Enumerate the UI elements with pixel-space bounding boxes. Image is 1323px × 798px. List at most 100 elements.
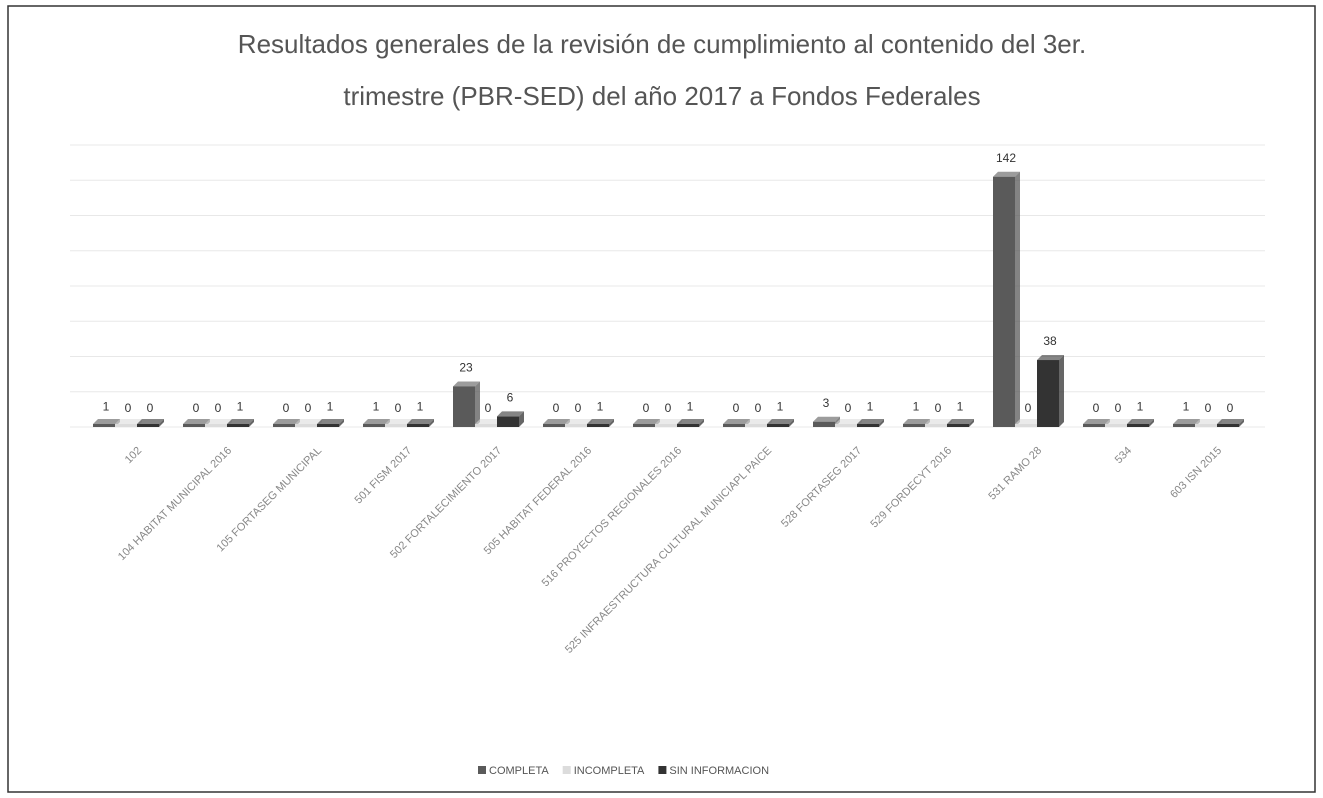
bar-top: [1015, 419, 1042, 424]
bar: [407, 419, 434, 427]
data-label: 142: [996, 151, 1016, 165]
bar-top: [273, 419, 300, 424]
bar: [1217, 419, 1244, 427]
bar-front: [813, 421, 835, 427]
bar-top: [587, 419, 614, 424]
bar-top: [835, 419, 862, 424]
bar-top: [993, 171, 1020, 177]
bar-side: [879, 419, 884, 427]
data-label: 1: [687, 399, 694, 413]
bar-top: [1173, 419, 1200, 424]
bar-top: [115, 419, 142, 424]
bar-front: [1173, 424, 1195, 427]
data-label: 0: [305, 401, 312, 415]
legend-swatch: [478, 766, 486, 774]
bar: [587, 419, 614, 427]
bar-top: [565, 419, 592, 424]
data-label: 0: [1115, 401, 1122, 415]
bar-front: [93, 424, 115, 427]
bar-side: [1149, 419, 1154, 427]
bar: [857, 419, 884, 427]
bar-side: [969, 419, 974, 427]
bar-front: [227, 424, 249, 427]
bar-front: [633, 424, 655, 427]
bar-top: [745, 419, 772, 424]
data-label: 0: [1205, 401, 1212, 415]
data-label: 23: [459, 361, 473, 375]
data-label: 1: [237, 399, 244, 413]
bar-side: [475, 381, 480, 427]
bar-top: [925, 419, 952, 424]
bar-front: [677, 424, 699, 427]
bar-front: [925, 424, 947, 427]
data-label: 1: [1137, 399, 1144, 413]
bar-top: [543, 419, 570, 424]
bar: [1037, 355, 1064, 427]
data-label: 0: [395, 401, 402, 415]
bar-top: [1195, 419, 1222, 424]
legend-label: COMPLETA: [489, 765, 549, 777]
bar: [453, 381, 480, 427]
bar-side: [429, 419, 434, 427]
bar-front: [317, 424, 339, 427]
bar-front: [835, 424, 857, 427]
bar-top: [1217, 419, 1244, 424]
data-label: 0: [845, 401, 852, 415]
bar-front: [1037, 360, 1059, 427]
bar-top: [767, 419, 794, 424]
bar: [677, 419, 704, 427]
bar-side: [1239, 419, 1244, 427]
bar-top: [813, 416, 840, 422]
legend-swatch: [658, 766, 667, 774]
bar-front: [1217, 424, 1239, 427]
data-label: 0: [125, 401, 132, 415]
bar-top: [947, 419, 974, 424]
bar-front: [385, 424, 407, 427]
bar-front: [1195, 424, 1217, 427]
bar-side: [339, 419, 344, 427]
bar-front: [363, 424, 385, 427]
bar-top: [857, 419, 884, 424]
data-label: 0: [755, 401, 762, 415]
data-label: 3: [823, 396, 830, 410]
bar-top: [475, 419, 502, 424]
bar-side: [1059, 355, 1064, 427]
bar-side: [609, 419, 614, 427]
bar-front: [1015, 424, 1037, 427]
legend-swatch: [562, 766, 571, 774]
bar: [137, 419, 164, 427]
bar-front: [115, 424, 137, 427]
bar-front: [407, 424, 429, 427]
bar-top: [93, 419, 120, 424]
data-label: 1: [957, 399, 964, 413]
data-label: 0: [1093, 401, 1100, 415]
bar-top: [317, 419, 344, 424]
bar-front: [205, 424, 227, 427]
bar-side: [159, 419, 164, 427]
data-label: 6: [507, 391, 514, 405]
bar-front: [453, 386, 475, 427]
bar-top: [407, 419, 434, 424]
bar-top: [677, 419, 704, 424]
bar-top: [453, 381, 480, 387]
bar-top: [227, 419, 254, 424]
data-label: 1: [417, 399, 424, 413]
bar-side: [1015, 171, 1020, 427]
data-label: 1: [867, 399, 874, 413]
bar: [767, 419, 794, 427]
chart-title: trimestre (PBR-SED) del año 2017 a Fondo…: [343, 81, 980, 111]
bar-top: [1105, 419, 1132, 424]
data-label: 38: [1043, 334, 1057, 348]
bar-front: [183, 424, 205, 427]
bar: [497, 411, 524, 427]
data-label: 0: [553, 401, 560, 415]
bar-front: [497, 416, 519, 427]
bar-front: [587, 424, 609, 427]
bar-side: [519, 411, 524, 427]
bar-top: [295, 419, 322, 424]
data-label: 0: [575, 401, 582, 415]
bar-top: [1083, 419, 1110, 424]
bar-front: [655, 424, 677, 427]
bar-top: [723, 419, 750, 424]
